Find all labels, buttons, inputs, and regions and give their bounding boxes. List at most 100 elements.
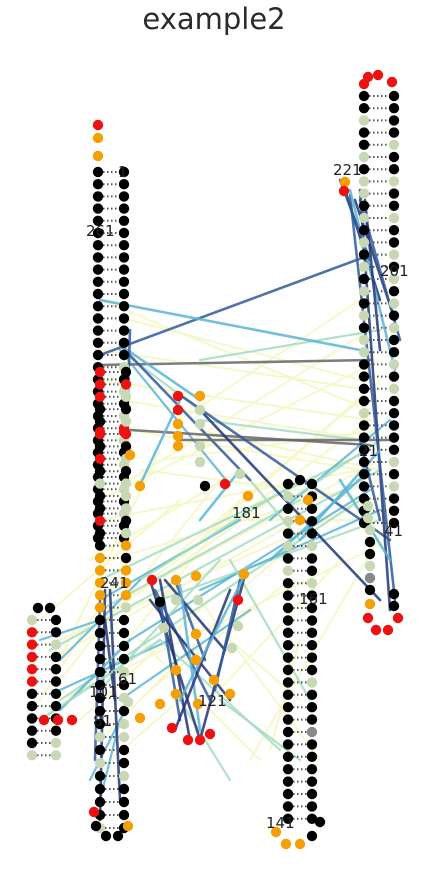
nucleotide	[119, 810, 129, 820]
nucleotide	[389, 506, 399, 516]
nucleotide	[359, 237, 369, 247]
nucleotide	[113, 831, 123, 841]
nucleotide	[95, 732, 105, 742]
nucleotide	[233, 621, 243, 631]
nucleotide	[121, 528, 131, 538]
nucleotide	[123, 697, 133, 707]
label-121: 121	[198, 692, 227, 710]
nucleotide	[389, 396, 399, 406]
nucleotide	[119, 758, 129, 768]
nucleotide	[239, 569, 249, 579]
nucleotide	[307, 553, 317, 563]
nucleotide	[95, 771, 105, 781]
label-1: 1	[118, 163, 128, 181]
nucleotide	[205, 729, 215, 739]
nucleotide	[283, 776, 293, 786]
nucleotide	[283, 590, 293, 600]
label-141: 141	[266, 814, 295, 832]
nucleotide	[93, 167, 103, 177]
nucleotide	[119, 745, 129, 755]
nucleotide	[173, 441, 183, 451]
nucleotide	[121, 516, 131, 526]
nucleotide	[93, 191, 103, 201]
nucleotide	[307, 516, 317, 526]
nucleotide	[119, 313, 129, 323]
nucleotide	[243, 491, 253, 501]
nucleotide	[307, 528, 317, 538]
nucleotide	[121, 392, 131, 402]
nucleotide	[121, 466, 131, 476]
nucleotide	[359, 225, 369, 235]
nucleotide	[95, 392, 105, 402]
nucleotide	[121, 404, 131, 414]
nucleotide	[121, 540, 131, 550]
nucleotide	[283, 764, 293, 774]
nucleotide	[389, 408, 399, 418]
nucleotide	[283, 801, 293, 811]
nucleotide	[359, 323, 369, 333]
nucleotide	[307, 541, 317, 551]
nucleotide	[67, 715, 77, 725]
nucleotide	[389, 201, 399, 211]
nucleotide	[389, 601, 399, 611]
nucleotide	[283, 714, 293, 724]
nucleotide	[119, 203, 129, 213]
nucleotide	[389, 384, 399, 394]
label-241: 241	[100, 574, 129, 592]
nucleotide	[387, 77, 397, 87]
nucleotide	[363, 501, 373, 511]
nucleotide	[389, 323, 399, 333]
nucleotide	[119, 719, 129, 729]
nucleotide	[307, 652, 317, 662]
nucleotide	[389, 371, 399, 381]
nucleotide	[119, 240, 129, 250]
nucleotide	[209, 675, 219, 685]
nucleotide	[173, 391, 183, 401]
nucleotide	[389, 225, 399, 235]
nucleotide	[307, 665, 317, 675]
nucleotide	[119, 732, 129, 742]
nucleotide	[359, 262, 369, 272]
nucleotide	[389, 359, 399, 369]
nucleotide	[315, 817, 325, 827]
label-221: 221	[333, 161, 362, 179]
nucleotide	[195, 391, 205, 401]
nucleotide	[389, 445, 399, 455]
nucleotide	[93, 264, 103, 274]
nucleotide	[307, 727, 317, 737]
nucleotide	[93, 338, 103, 348]
nucleotide	[283, 752, 293, 762]
nucleotide	[95, 602, 105, 612]
nucleotide	[95, 478, 105, 488]
nucleotide	[359, 91, 369, 101]
nucleotide	[359, 249, 369, 259]
nucleotide	[121, 602, 131, 612]
nucleotide	[200, 481, 210, 491]
nucleotide	[303, 495, 313, 505]
nucleotide	[93, 203, 103, 213]
label-161: 161	[299, 590, 328, 608]
nucleotide	[283, 640, 293, 650]
nucleotide	[195, 457, 205, 467]
nucleotide	[307, 776, 317, 786]
nucleotide	[283, 491, 293, 501]
nucleotide	[27, 676, 37, 686]
nucleotide	[283, 578, 293, 588]
nucleotide	[51, 738, 61, 748]
nucleotide	[33, 603, 43, 613]
nucleotide	[119, 301, 129, 311]
nucleotide	[283, 702, 293, 712]
nucleotide	[121, 379, 131, 389]
nucleotide	[307, 764, 317, 774]
base-pair-dots	[37, 96, 389, 828]
nucleotide	[95, 758, 105, 768]
nucleotide	[27, 726, 37, 736]
nucleotide	[119, 797, 129, 807]
nucleotide	[283, 652, 293, 662]
nucleotide	[95, 454, 105, 464]
nucleotide	[119, 289, 129, 299]
label-261: 261	[86, 222, 115, 240]
nucleotide	[171, 595, 181, 605]
nucleotide	[191, 571, 201, 581]
